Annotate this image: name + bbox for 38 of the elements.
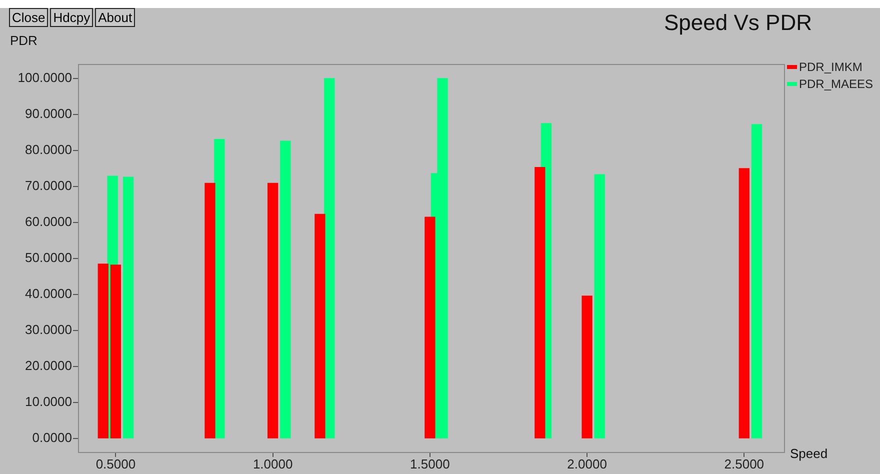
bar (534, 167, 546, 438)
bar (122, 176, 134, 438)
bar (280, 140, 291, 438)
x-tick-label: 1.5000 (410, 456, 450, 472)
bar (738, 168, 750, 438)
y-tick-label: 40.0000 (25, 286, 72, 302)
text: About (95, 8, 136, 27)
x-tick-label: 0.5000 (96, 456, 136, 472)
bar (110, 264, 122, 438)
legend-label: PDR_MAEES (799, 76, 874, 90)
legend-label: PDR_IMKM (799, 60, 862, 74)
bar (424, 216, 436, 438)
bar (582, 296, 592, 438)
y-tick-label: 100.0000 (18, 70, 72, 85)
y-tick-label: 0.0000 (32, 430, 72, 446)
x-axis-title: Speed (790, 446, 828, 461)
bar (324, 78, 335, 438)
y-tick-label: 20.0000 (25, 358, 72, 374)
y-tick-label: 60.0000 (25, 214, 72, 230)
x-tick-label: 2.0000 (567, 456, 607, 472)
y-tick-label: 10.0000 (25, 394, 72, 410)
y-tick-label: 70.0000 (25, 178, 72, 194)
bar (314, 214, 326, 438)
y-tick-label: 30.0000 (25, 322, 72, 338)
x-tick-label: 1.0000 (252, 456, 293, 472)
chart-title: Speed Vs PDR (664, 10, 812, 36)
y-axis-title: PDR (10, 33, 38, 48)
y-tick-label: 80.0000 (25, 142, 72, 158)
bar (98, 264, 108, 438)
bar (204, 182, 216, 438)
y-tick-label: 50.0000 (25, 250, 72, 266)
text: Hdcpy (50, 8, 94, 27)
text: Close (9, 8, 48, 27)
y-tick-label: 90.0000 (25, 106, 72, 122)
bar (594, 174, 605, 438)
bar (267, 182, 278, 438)
bar (751, 124, 762, 438)
x-tick-label: 2.5000 (724, 456, 764, 472)
